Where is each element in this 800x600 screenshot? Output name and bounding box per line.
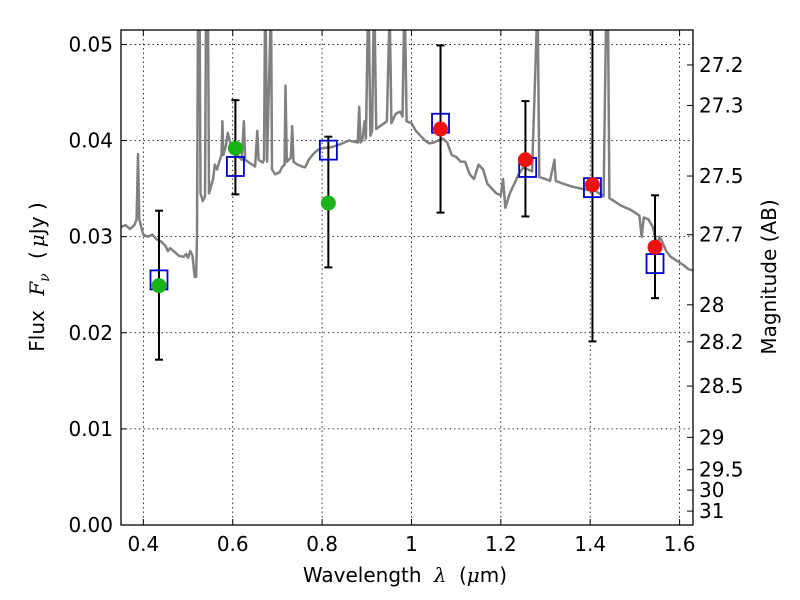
x-tick-labels: 0.4 0.6 0.8 1 1.2 1.4 1.6 — [127, 532, 695, 556]
observed-flux-point — [584, 177, 600, 193]
x-axis-label: Wavelength λ (μm) — [303, 563, 507, 587]
observed-points-layer — [151, 121, 663, 294]
magnitude-tick-label: 29.5 — [699, 458, 744, 482]
y2-axis-label: Magnitude (AB) — [757, 199, 781, 354]
y-axis-label: Flux Fν (μJy ) — [25, 202, 54, 351]
x-tick-label: 0.6 — [217, 532, 249, 556]
y-tick-labels: 0.00 0.01 0.02 0.03 0.04 0.05 — [68, 32, 113, 537]
y-tick-label: 0.02 — [68, 321, 113, 345]
y-tick-label: 0.01 — [68, 417, 113, 441]
model-photometry-box — [318, 139, 338, 161]
observed-flux-point — [433, 121, 449, 137]
x-tick-label: 1.6 — [664, 532, 696, 556]
grid-lines — [121, 30, 693, 525]
observed-flux-point — [151, 278, 167, 294]
x-tick-label: 0.4 — [127, 532, 159, 556]
magnitude-tick-label: 27.7 — [699, 223, 744, 247]
x-tick-label: 0.8 — [306, 532, 338, 556]
observed-flux-point — [517, 152, 533, 168]
spectrum-layer — [121, 30, 693, 279]
magnitude-tick-label: 27.5 — [699, 164, 744, 188]
plot-frame — [120, 29, 694, 526]
magnitude-tick-label: 27.2 — [699, 53, 744, 77]
x-tick-label: 1.2 — [485, 532, 517, 556]
x-tick-label: 1.4 — [574, 532, 606, 556]
y-tick-label: 0.03 — [68, 225, 113, 249]
x-tick-label: 1 — [405, 532, 418, 556]
magnitude-tick-label: 28.2 — [699, 330, 744, 354]
magnitude-tick-label: 29 — [699, 425, 724, 449]
observed-flux-point — [647, 239, 663, 255]
model-photometry-box — [225, 156, 245, 177]
magnitude-tick-label: 27.3 — [699, 93, 744, 117]
y-tick-label: 0.04 — [68, 129, 113, 153]
observed-flux-point — [227, 140, 243, 156]
y-tick-label: 0.05 — [68, 32, 113, 56]
magnitude-tick-label: 28 — [699, 293, 724, 317]
y-tick-label: 0.00 — [68, 513, 113, 537]
magnitude-tick-label: 30 — [699, 478, 724, 502]
magnitude-tick-label: 28.5 — [699, 374, 744, 398]
observed-flux-point — [320, 195, 336, 211]
magnitude-tick-label: 31 — [699, 499, 724, 523]
model-spectrum-line — [121, 30, 693, 279]
tick-marks — [121, 30, 693, 526]
